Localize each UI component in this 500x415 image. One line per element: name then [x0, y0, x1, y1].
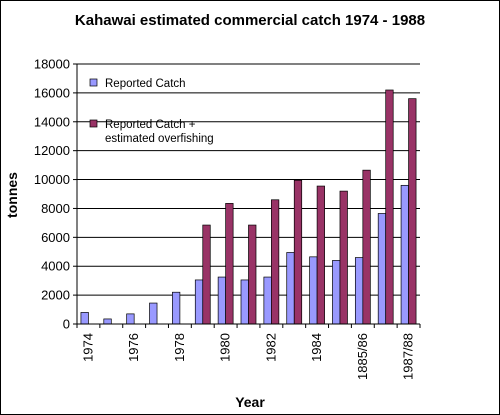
bar-reported-plus-overfishing: [225, 203, 234, 325]
bar-reported-catch: [149, 302, 158, 325]
bar-reported-catch: [263, 276, 272, 325]
y-axis-label: tonnes: [4, 172, 20, 218]
y-tick-label: 14000: [34, 114, 70, 129]
bar-reported-plus-overfishing: [202, 224, 211, 325]
bar-reported-plus-overfishing: [271, 199, 280, 325]
bar-reported-catch: [126, 313, 135, 325]
axes: [76, 64, 420, 325]
x-tick-label: 1984: [309, 333, 324, 362]
x-tick-label: 1982: [263, 333, 278, 362]
bar-reported-plus-overfishing: [408, 98, 417, 325]
x-axis-ticks: 1974 1976 1978 1980 1982 1984 1885/86 1987/88: [76, 324, 421, 380]
bar-reported-catch: [217, 276, 226, 325]
bar-reported-plus-overfishing: [293, 179, 303, 325]
y-axis-ticks: 0 2000 4000 6000 8000 10000 12000 14000 16000 180…: [34, 57, 77, 332]
x-tick-label: 1976: [126, 333, 141, 362]
bar-reported-catch: [354, 257, 364, 325]
y-tick-label: 2000: [41, 288, 70, 303]
x-axis-label: Year: [235, 394, 265, 410]
bar-reported-plus-overfishing: [362, 169, 371, 325]
legend-swatch-reported-catch: [89, 78, 98, 87]
bar-reported-catch: [400, 184, 409, 325]
bar-reported-catch: [332, 260, 341, 325]
x-tick-label: 1974: [80, 333, 95, 362]
bar-reported-catch: [240, 279, 249, 325]
x-tick-label: 1978: [172, 333, 187, 362]
bar-reported-catch: [377, 213, 387, 325]
bar-reported-catch: [80, 312, 89, 325]
bar-reported-plus-overfishing: [385, 89, 394, 325]
legend-label-reported-plus-overfishing: Reported Catch +: [105, 119, 196, 131]
y-tick-label: 0: [63, 317, 70, 332]
bar-reported-plus-overfishing: [316, 185, 325, 325]
x-tick-label: 1885/86: [355, 333, 370, 380]
bar-reported-catch: [103, 318, 112, 325]
bar-reported-catch: [194, 279, 204, 325]
bar-reported-plus-overfishing: [339, 190, 348, 325]
chart-title: Kahawai estimated commercial catch 1974 …: [75, 12, 425, 29]
y-tick-label: 16000: [34, 85, 70, 100]
bar-reported-catch: [286, 252, 295, 325]
y-tick-label: 10000: [34, 172, 70, 187]
y-tick-label: 6000: [41, 230, 70, 245]
bar-reported-catch: [172, 291, 181, 325]
legend-label-reported-catch: Reported Catch: [105, 78, 186, 90]
y-tick-label: 4000: [41, 259, 70, 274]
legend-label-reported-plus-overfishing: estimated overfishing: [105, 133, 214, 145]
y-tick-label: 18000: [34, 57, 70, 72]
y-tick-label: 8000: [41, 201, 70, 216]
bar-reported-catch: [309, 256, 318, 325]
y-tick-label: 12000: [34, 143, 70, 158]
x-tick-label: 1987/88: [401, 333, 416, 380]
legend-swatch-reported-plus-overfishing: [89, 119, 98, 128]
bar-reported-plus-overfishing: [248, 224, 257, 325]
legend: Reported Catch Reported Catch + estimated …: [89, 78, 214, 145]
x-tick-label: 1980: [218, 333, 233, 362]
